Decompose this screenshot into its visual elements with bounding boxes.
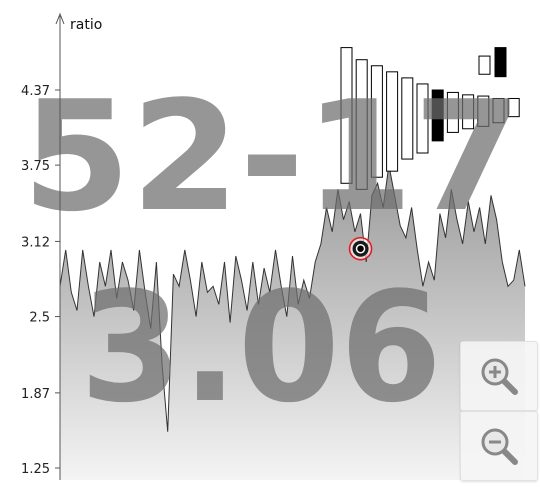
y-tick-label: 3.12 [21,235,50,250]
ratio-area [60,165,525,480]
y-axis-arrow-icon [55,12,65,25]
candle [386,71,399,172]
y-axis-title: ratio [70,17,102,33]
y-tick-label: 4.37 [21,84,50,99]
candle [477,95,490,127]
marker-dot-inner [355,243,366,254]
zoom-out-magnifier-icon [481,428,518,465]
current-value-marker[interactable] [348,236,373,261]
legend-swatch [478,55,491,75]
y-tick-label: 1.25 [21,462,50,477]
zoom-in-magnifier-icon [481,358,518,395]
candle [492,97,505,124]
y-axis-ticks: 4.37 3.75 3.12 2.5 1.87 1.25 [21,84,60,477]
zoom-out-button[interactable] [460,411,538,481]
candles-group [340,47,520,190]
candle [340,47,353,184]
candle [462,94,475,130]
candle [446,91,459,133]
zoom-in-button[interactable] [460,341,538,411]
legend-swatch [494,47,507,78]
ratio-series-line [59,165,526,432]
candle [507,97,520,118]
y-tick-label: 1.87 [21,387,50,402]
candle [355,59,368,190]
candle [370,65,383,178]
current-value-overlay: 3.06 [80,259,442,436]
y-tick-label: 3.75 [21,159,50,174]
legend-swatches [478,47,507,78]
candle [401,77,414,160]
y-tick-label: 2.5 [29,311,50,326]
big-time-overlay: 52-17 [22,68,522,245]
candle [416,83,429,154]
candle [431,89,444,142]
